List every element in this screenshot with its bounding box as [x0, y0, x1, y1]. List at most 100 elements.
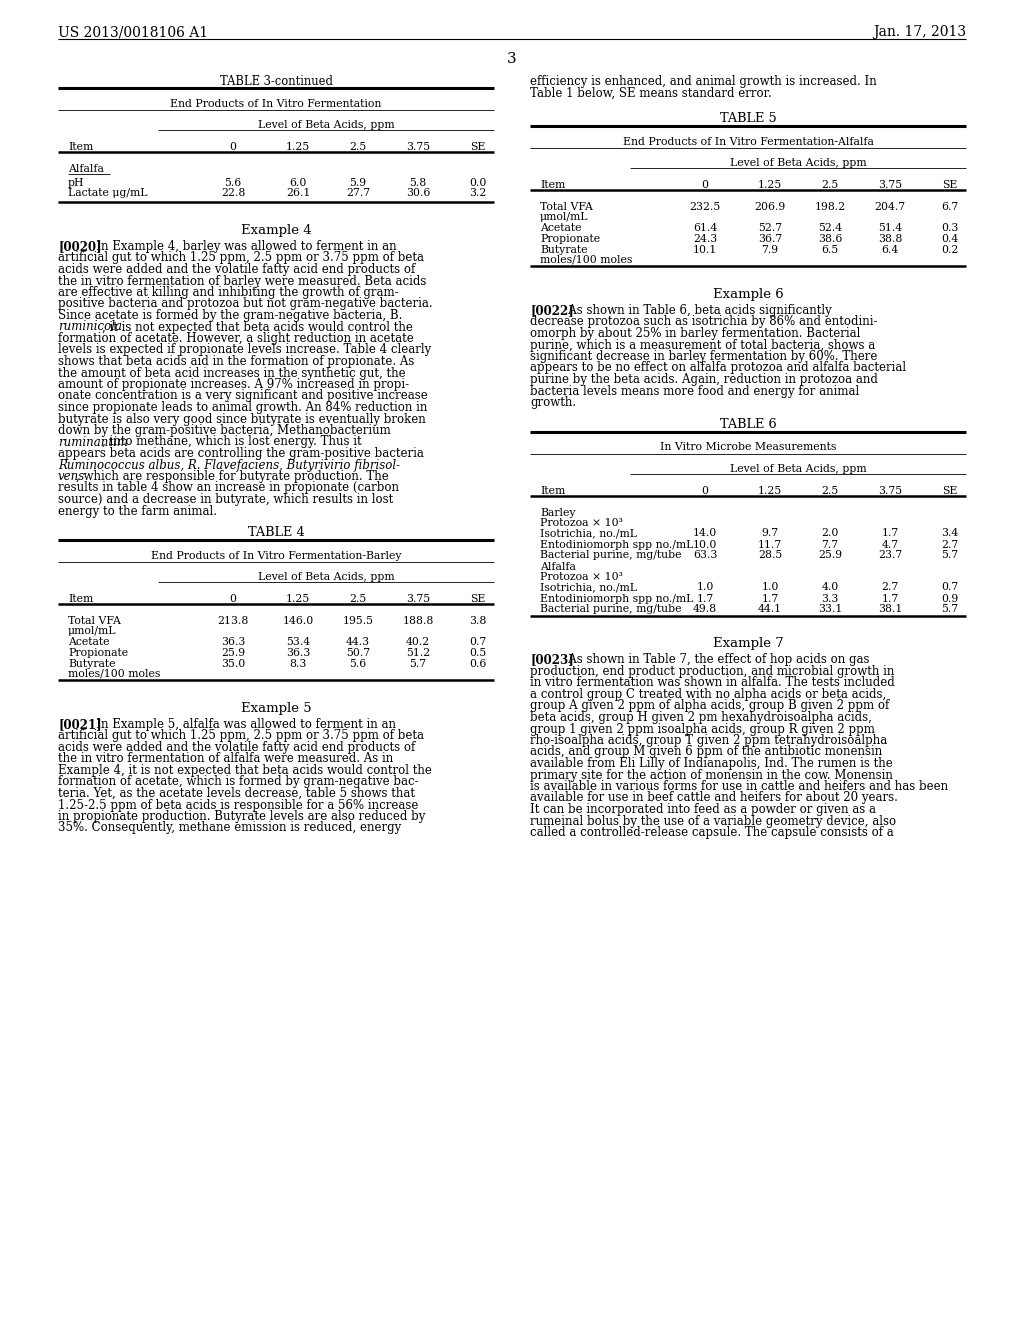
Text: , which are responsible for butyrate production. The: , which are responsible for butyrate pro… [76, 470, 388, 483]
Text: in vitro fermentation was shown in alfalfa. The tests included: in vitro fermentation was shown in alfal… [530, 676, 895, 689]
Text: 0.7: 0.7 [941, 582, 958, 593]
Text: 3.75: 3.75 [878, 180, 902, 190]
Text: Level of Beta Acids, ppm: Level of Beta Acids, ppm [730, 158, 866, 168]
Text: 8.3: 8.3 [290, 659, 306, 669]
Text: Isotrichia, no./mL: Isotrichia, no./mL [540, 528, 637, 539]
Text: Bacterial purine, mg/tube: Bacterial purine, mg/tube [540, 550, 682, 561]
Text: 2.5: 2.5 [821, 180, 839, 190]
Text: bacteria levels means more food and energy for animal: bacteria levels means more food and ener… [530, 384, 859, 397]
Text: SE: SE [470, 594, 485, 605]
Text: Isotrichia, no./mL: Isotrichia, no./mL [540, 582, 637, 593]
Text: 3.75: 3.75 [406, 143, 430, 152]
Text: In Example 5, alfalfa was allowed to ferment in an: In Example 5, alfalfa was allowed to fer… [85, 718, 395, 731]
Text: 0: 0 [229, 143, 237, 152]
Text: 7.7: 7.7 [821, 540, 839, 549]
Text: Total VFA: Total VFA [540, 202, 593, 213]
Text: 1.7: 1.7 [762, 594, 778, 603]
Text: 0.7: 0.7 [469, 638, 486, 647]
Text: Acetate: Acetate [540, 223, 582, 234]
Text: 195.5: 195.5 [342, 616, 374, 626]
Text: 38.1: 38.1 [878, 605, 902, 615]
Text: Jan. 17, 2013: Jan. 17, 2013 [872, 25, 966, 40]
Text: 10.0: 10.0 [693, 540, 717, 549]
Text: 206.9: 206.9 [755, 202, 785, 213]
Text: Level of Beta Acids, ppm: Level of Beta Acids, ppm [258, 120, 394, 129]
Text: omorph by about 25% in barley fermentation. Bacterial: omorph by about 25% in barley fermentati… [530, 327, 860, 341]
Text: TABLE 5: TABLE 5 [720, 112, 776, 125]
Text: In Vitro Microbe Measurements: In Vitro Microbe Measurements [659, 442, 837, 453]
Text: 36.3: 36.3 [221, 638, 245, 647]
Text: appears to be no effect on alfalfa protozoa and alfalfa bacterial: appears to be no effect on alfalfa proto… [530, 362, 906, 375]
Text: 28.5: 28.5 [758, 550, 782, 561]
Text: 4.0: 4.0 [821, 582, 839, 593]
Text: 6.0: 6.0 [290, 178, 306, 187]
Text: formation of acetate. However, a slight reduction in acetate: formation of acetate. However, a slight … [58, 333, 414, 345]
Text: growth.: growth. [530, 396, 577, 409]
Text: 1.25: 1.25 [758, 180, 782, 190]
Text: artificial gut to which 1.25 ppm, 2.5 ppm or 3.75 ppm of beta: artificial gut to which 1.25 ppm, 2.5 pp… [58, 730, 424, 742]
Text: SE: SE [942, 180, 957, 190]
Text: 63.3: 63.3 [693, 550, 717, 561]
Text: 5.7: 5.7 [941, 605, 958, 615]
Text: in propionate production. Butyrate levels are also reduced by: in propionate production. Butyrate level… [58, 810, 425, 822]
Text: Example 4: Example 4 [241, 224, 311, 238]
Text: 5.6: 5.6 [349, 659, 367, 669]
Text: 4.7: 4.7 [882, 540, 899, 549]
Text: 30.6: 30.6 [406, 187, 430, 198]
Text: , it is not expected that beta acids would control the: , it is not expected that beta acids wou… [102, 321, 413, 334]
Text: 6.7: 6.7 [941, 202, 958, 213]
Text: End Products of In Vitro Fermentation: End Products of In Vitro Fermentation [170, 99, 382, 110]
Text: 232.5: 232.5 [689, 202, 721, 213]
Text: butyrate is also very good since butyrate is eventually broken: butyrate is also very good since butyrat… [58, 412, 426, 425]
Text: moles/100 moles: moles/100 moles [540, 255, 633, 265]
Text: results in table 4 show an increase in propionate (carbon: results in table 4 show an increase in p… [58, 482, 399, 495]
Text: decrease protozoa such as isotrichia by 86% and entodini-: decrease protozoa such as isotrichia by … [530, 315, 878, 329]
Text: called a controlled-release capsule. The capsule consists of a: called a controlled-release capsule. The… [530, 826, 894, 840]
Text: 27.7: 27.7 [346, 187, 370, 198]
Text: Ruminococcus albus, R. Flavefaciens, Butyrivirio fibrisol-: Ruminococcus albus, R. Flavefaciens, But… [58, 458, 400, 471]
Text: Entodiniomorph spp no./mL: Entodiniomorph spp no./mL [540, 540, 693, 549]
Text: 10.1: 10.1 [693, 246, 717, 255]
Text: 0: 0 [701, 180, 709, 190]
Text: Item: Item [68, 143, 93, 152]
Text: 6.4: 6.4 [882, 246, 899, 255]
Text: 11.7: 11.7 [758, 540, 782, 549]
Text: Alfalfa: Alfalfa [68, 164, 103, 174]
Text: Protozoa × 10³: Protozoa × 10³ [540, 572, 623, 582]
Text: 24.3: 24.3 [693, 234, 717, 244]
Text: 1.7: 1.7 [696, 594, 714, 603]
Text: ruminicola: ruminicola [58, 321, 122, 334]
Text: Barley: Barley [540, 507, 575, 517]
Text: 1.25: 1.25 [286, 594, 310, 605]
Text: [0023]: [0023] [530, 653, 573, 667]
Text: TABLE 3-continued: TABLE 3-continued [219, 75, 333, 88]
Text: artificial gut to which 1.25 ppm, 2.5 ppm or 3.75 ppm of beta: artificial gut to which 1.25 ppm, 2.5 pp… [58, 252, 424, 264]
Text: 25.9: 25.9 [221, 648, 245, 657]
Text: 2.7: 2.7 [882, 582, 899, 593]
Text: 5.8: 5.8 [410, 178, 427, 187]
Text: 6.5: 6.5 [821, 246, 839, 255]
Text: 36.3: 36.3 [286, 648, 310, 657]
Text: 1.25: 1.25 [286, 143, 310, 152]
Text: formation of acetate, which is formed by gram-negative bac-: formation of acetate, which is formed by… [58, 776, 419, 788]
Text: 38.8: 38.8 [878, 234, 902, 244]
Text: levels is expected if propionate levels increase. Table 4 clearly: levels is expected if propionate levels … [58, 343, 431, 356]
Text: acids were added and the volatile fatty acid end products of: acids were added and the volatile fatty … [58, 263, 416, 276]
Text: , into methane, which is lost energy. Thus it: , into methane, which is lost energy. Th… [102, 436, 361, 449]
Text: Propionate: Propionate [540, 234, 600, 244]
Text: 9.7: 9.7 [762, 528, 778, 539]
Text: down by the gram-positive bacteria, Methanobacterium: down by the gram-positive bacteria, Meth… [58, 424, 391, 437]
Text: rho-isoalpha acids, group T given 2 ppm tetrahydroisoalpha: rho-isoalpha acids, group T given 2 ppm … [530, 734, 887, 747]
Text: 0.6: 0.6 [469, 659, 486, 669]
Text: 53.4: 53.4 [286, 638, 310, 647]
Text: a control group C treated with no alpha acids or beta acids,: a control group C treated with no alpha … [530, 688, 886, 701]
Text: Propionate: Propionate [68, 648, 128, 657]
Text: 61.4: 61.4 [693, 223, 717, 234]
Text: μmol/mL: μmol/mL [540, 213, 589, 222]
Text: Lactate μg/mL: Lactate μg/mL [68, 187, 147, 198]
Text: 23.7: 23.7 [878, 550, 902, 561]
Text: [0020]: [0020] [58, 240, 101, 253]
Text: 0.0: 0.0 [469, 178, 486, 187]
Text: 7.9: 7.9 [762, 246, 778, 255]
Text: [0021]: [0021] [58, 718, 101, 731]
